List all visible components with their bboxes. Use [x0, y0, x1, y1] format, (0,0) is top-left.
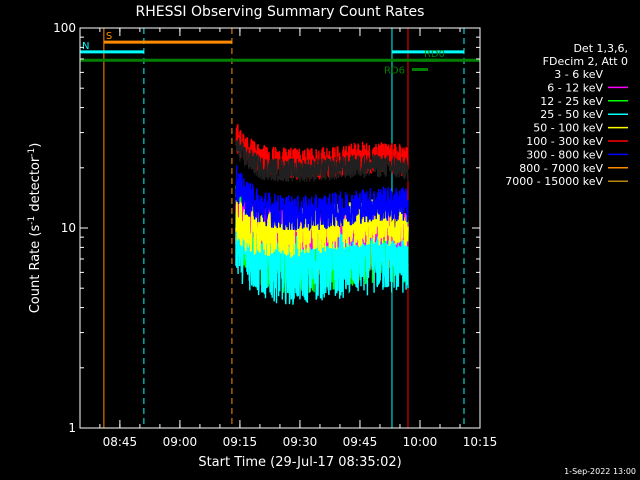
y-axis-label-sup: -1: [27, 148, 37, 157]
y-axis-label-part: ): [28, 143, 43, 148]
x-tick-label: 08:45: [103, 435, 138, 449]
y-tick-label: 100: [53, 21, 76, 35]
x-tick-label: 10:15: [463, 435, 498, 449]
x-tick-label: 09:45: [343, 435, 378, 449]
plot-area: S N RD6 RD0: [80, 28, 480, 428]
legend-entry-label: 3 - 6 keV: [554, 68, 603, 81]
legend-entry-label: 6 - 12 keV: [547, 81, 603, 94]
y-axis-label-part: Count Rate (s: [28, 225, 43, 314]
series-line: [235, 194, 409, 305]
flag-label: S: [106, 31, 112, 42]
series-line: [235, 137, 409, 182]
legend-entry-label: 25 - 50 keV: [540, 108, 603, 121]
series-line: [235, 124, 409, 180]
y-axis-label-part: detector: [28, 156, 43, 216]
legend-entry-label: 12 - 25 keV: [540, 95, 603, 108]
x-tick-label: 09:15: [223, 435, 258, 449]
x-tick-label: 09:00: [163, 435, 198, 449]
y-axis-label-sup: -1: [27, 216, 37, 225]
flag-label: N: [82, 41, 89, 52]
chart-title: RHESSI Observing Summary Count Rates: [136, 4, 425, 20]
x-axis-label: Start Time (29-Jul-17 08:35:02): [198, 455, 401, 470]
footer-date: 1-Sep-2022 13:00: [564, 467, 636, 476]
legend-header-line: Det 1,3,6,: [573, 42, 628, 55]
axes: 08:45 09:00 09:15 09:30 09:45 10:00 10:15 1 10 10…: [53, 21, 497, 449]
legend-entry-label: 800 - 7000 keV: [519, 162, 603, 175]
x-tick-label: 09:30: [283, 435, 318, 449]
legend-entry-label: 300 - 800 keV: [526, 148, 603, 161]
series-line: [235, 165, 409, 231]
legend-header-line: FDecim 2, Att 0: [543, 55, 628, 68]
y-axis-label: Count Rate (s-1 detector-1): [27, 143, 43, 314]
x-tick-label: 10:00: [403, 435, 438, 449]
flag-label: RD0: [424, 49, 445, 60]
y-tick-label: 1: [68, 421, 76, 435]
legend-entry-label: 7000 - 15000 keV: [505, 175, 603, 188]
flag-label: RD6: [384, 66, 405, 77]
legend-entry-label: 100 - 300 keV: [526, 135, 603, 148]
legend-entry-label: 50 - 100 keV: [533, 122, 603, 135]
y-tick-label: 10: [61, 221, 76, 235]
